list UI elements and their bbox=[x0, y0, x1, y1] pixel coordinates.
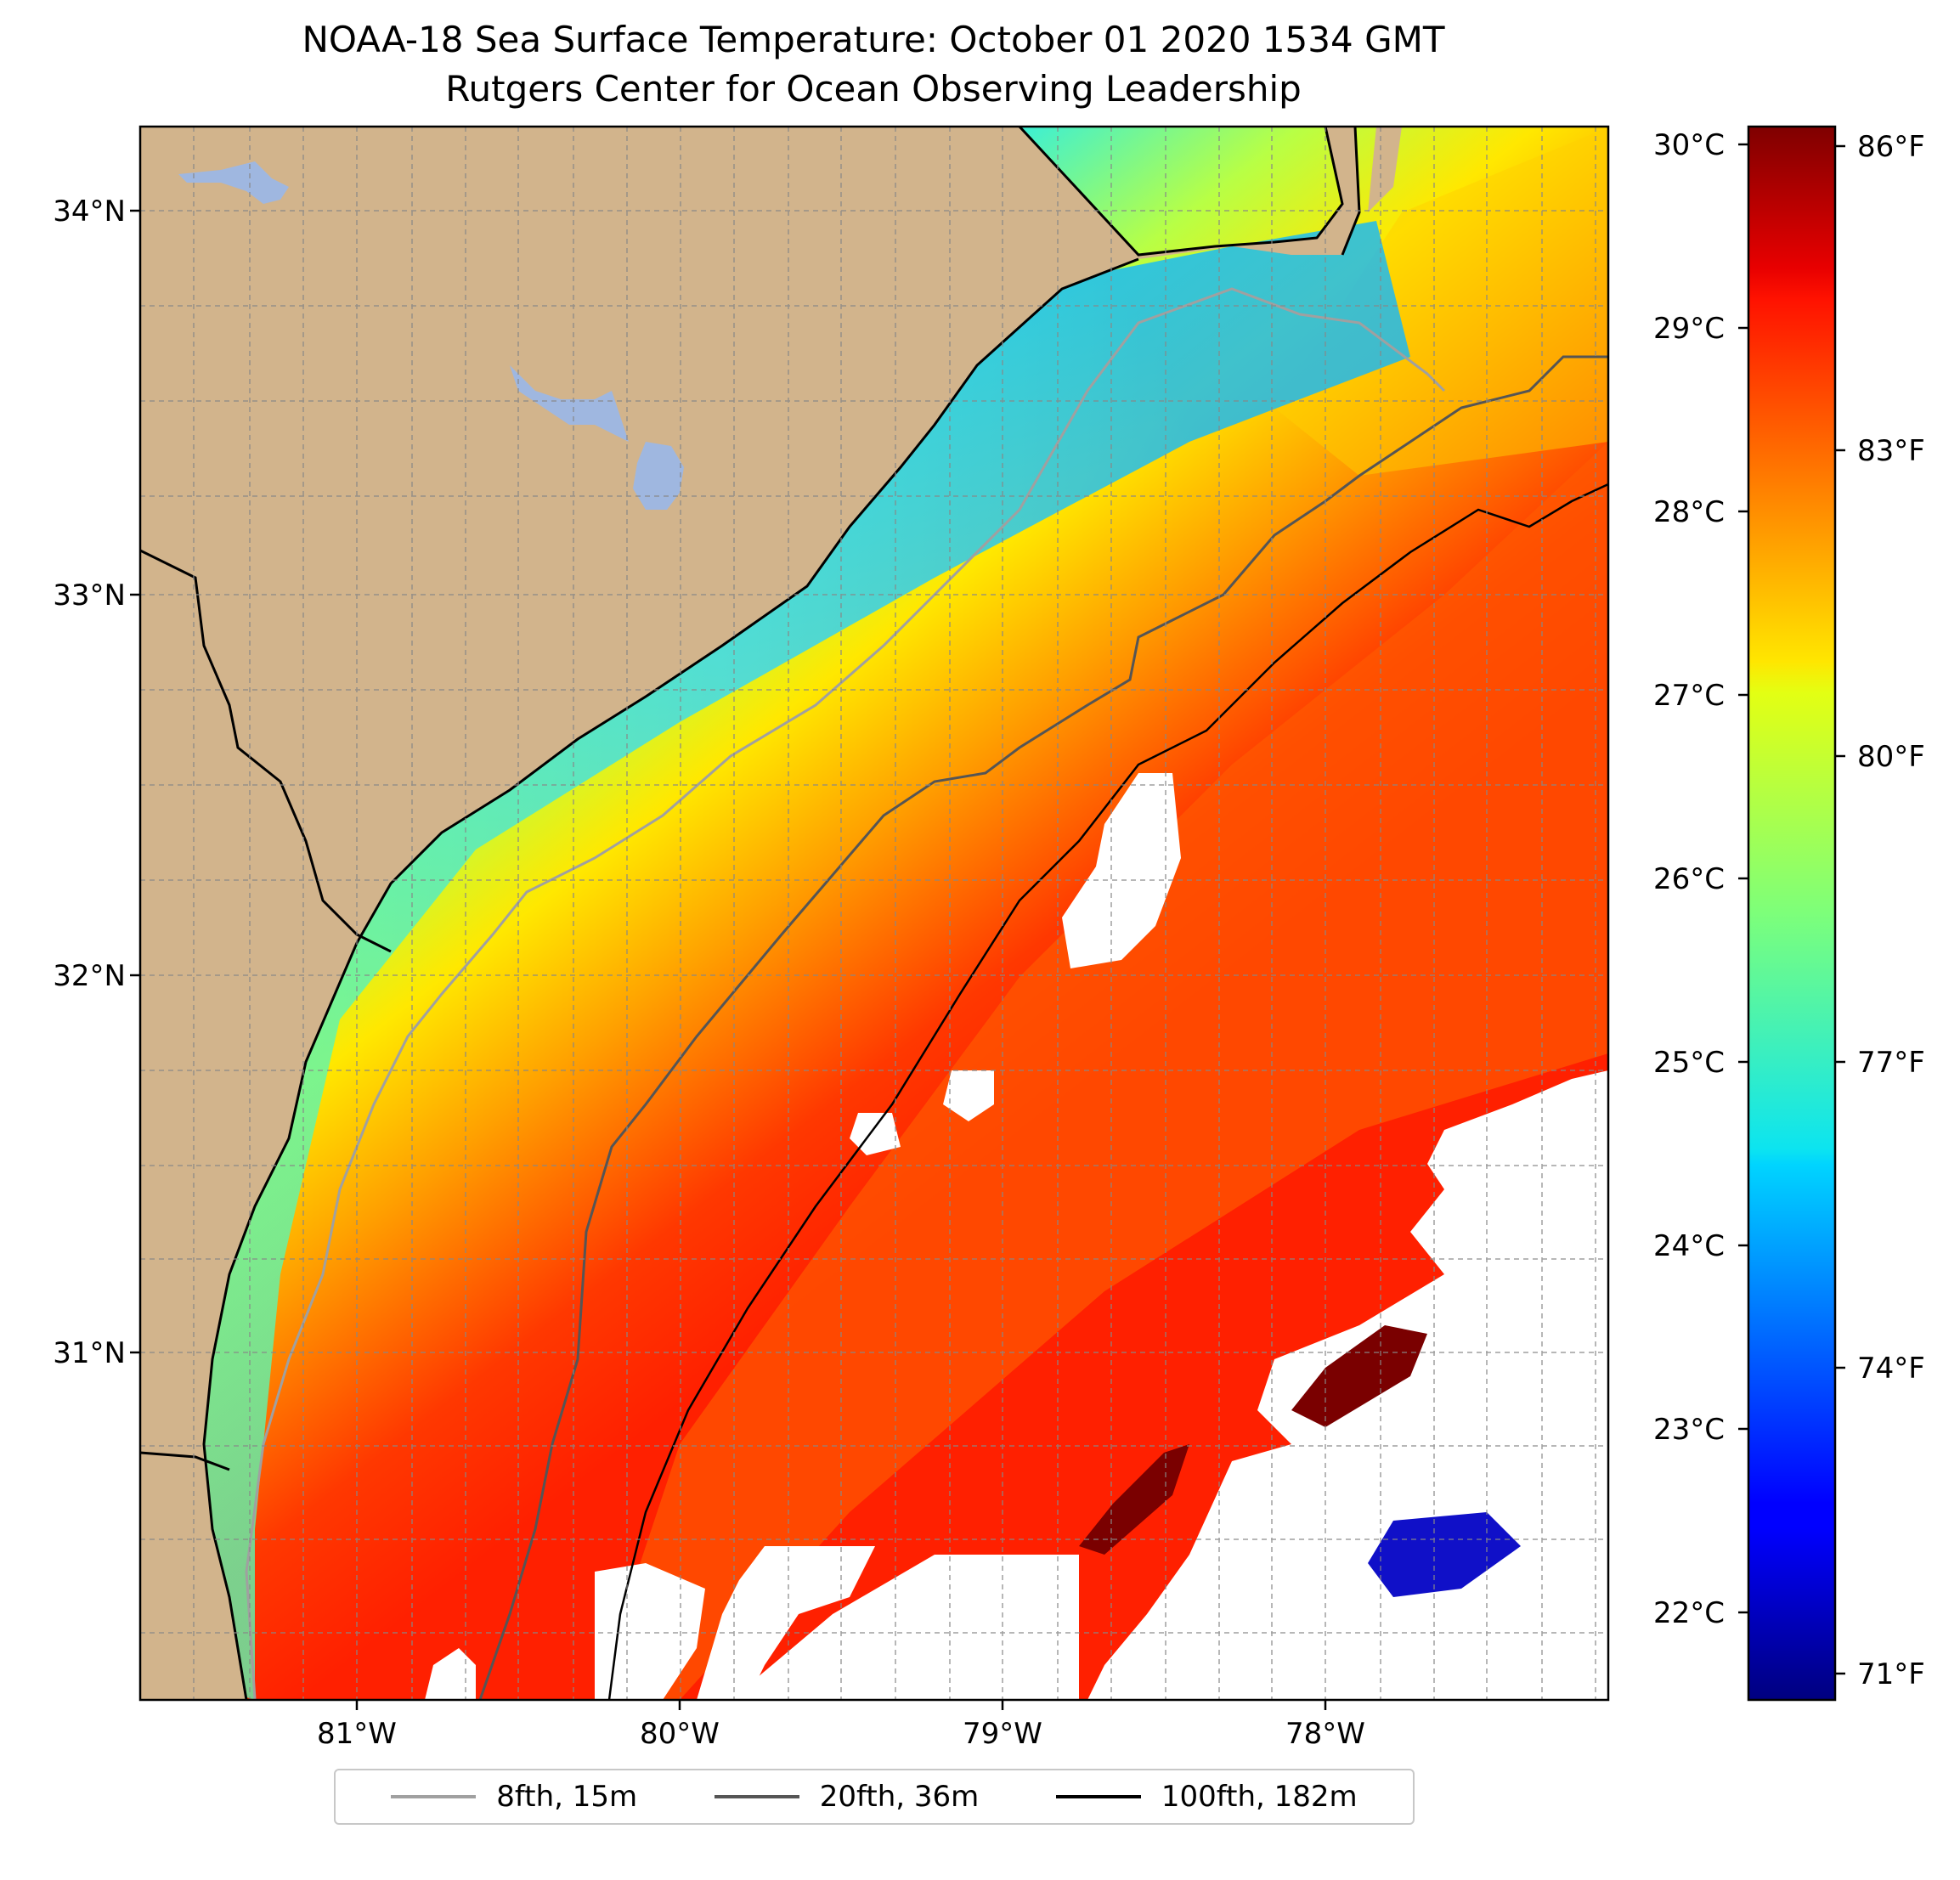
colorbar-f-label: 80°F bbox=[1857, 740, 1925, 774]
land-outer-banks bbox=[1368, 127, 1402, 212]
isobath-20fth bbox=[478, 355, 1608, 1700]
land bbox=[140, 127, 1402, 1700]
warm-north-edge bbox=[1274, 127, 1608, 476]
colorbar-c-label: 29°C bbox=[1653, 312, 1725, 346]
lat-label-33: 33°N bbox=[53, 579, 126, 613]
colorbar-f-label: 71°F bbox=[1857, 1657, 1925, 1691]
legend-label: 8fth, 15m bbox=[496, 1780, 638, 1814]
legend-item-8fth: 8fth, 15m bbox=[391, 1780, 637, 1814]
lat-label-34: 34°N bbox=[53, 195, 126, 229]
lake-1 bbox=[178, 161, 289, 204]
isobath-legend: 8fth, 15m 20fth, 36m 100fth, 182m bbox=[334, 1769, 1415, 1825]
lat-label-32: 32°N bbox=[53, 959, 126, 993]
colorbar-f-label: 86°F bbox=[1857, 130, 1925, 164]
land-mass bbox=[140, 127, 1359, 1700]
colorbar-c-label: 22°C bbox=[1653, 1596, 1725, 1630]
map-title: NOAA-18 Sea Surface Temperature: October… bbox=[302, 19, 1445, 60]
colorbar-c-label: 27°C bbox=[1653, 679, 1725, 713]
lat-label-31: 31°N bbox=[53, 1336, 126, 1370]
warm-core bbox=[595, 442, 1608, 1700]
map-subtitle: Rutgers Center for Ocean Observing Leade… bbox=[445, 68, 1302, 110]
coastline bbox=[202, 127, 1361, 1700]
state-border-sc-ga bbox=[140, 549, 392, 953]
colorbar-c-label: 25°C bbox=[1653, 1046, 1725, 1080]
colorbar-ticks bbox=[1738, 143, 1845, 1675]
legend-swatch bbox=[714, 1795, 799, 1798]
colorbar bbox=[1747, 125, 1837, 1702]
lon-label-78: 78°W bbox=[1285, 1717, 1365, 1751]
colorbar-f-label: 74°F bbox=[1857, 1352, 1925, 1386]
lake-marion bbox=[510, 365, 629, 442]
isobath-8fth bbox=[245, 287, 1446, 1700]
isobath-100fth bbox=[607, 483, 1608, 1700]
colorbar-c-label: 28°C bbox=[1653, 495, 1725, 529]
colorbar-c-label: 30°C bbox=[1653, 128, 1725, 162]
legend-item-100fth: 100fth, 182m bbox=[1055, 1780, 1358, 1814]
gridlines bbox=[140, 127, 1608, 1700]
lon-label-81: 81°W bbox=[317, 1717, 397, 1751]
lon-label-80: 80°W bbox=[640, 1717, 720, 1751]
map-frame bbox=[138, 125, 1610, 1702]
legend-label: 20fth, 36m bbox=[819, 1780, 980, 1814]
legend-swatch bbox=[1055, 1795, 1141, 1798]
colorbar-c-label: 24°C bbox=[1653, 1229, 1725, 1263]
hot-patch-2 bbox=[1079, 1444, 1189, 1555]
legend-label: 100fth, 182m bbox=[1161, 1780, 1358, 1814]
axis-ticks bbox=[130, 209, 1327, 1710]
legend-item-20fth: 20fth, 36m bbox=[714, 1780, 980, 1814]
isobaths bbox=[245, 287, 1608, 1700]
legend-swatch bbox=[391, 1795, 477, 1798]
colorbar-f-label: 77°F bbox=[1857, 1046, 1925, 1080]
lake-moultrie bbox=[633, 442, 684, 510]
colorbar-c-label: 23°C bbox=[1653, 1413, 1725, 1447]
colorbar-f-label: 83°F bbox=[1857, 434, 1925, 468]
state-border-ga-fl bbox=[140, 1451, 230, 1471]
colorbar-c-label: 26°C bbox=[1653, 862, 1725, 896]
lon-label-79: 79°W bbox=[963, 1717, 1042, 1751]
cold-patch bbox=[1368, 1512, 1521, 1597]
